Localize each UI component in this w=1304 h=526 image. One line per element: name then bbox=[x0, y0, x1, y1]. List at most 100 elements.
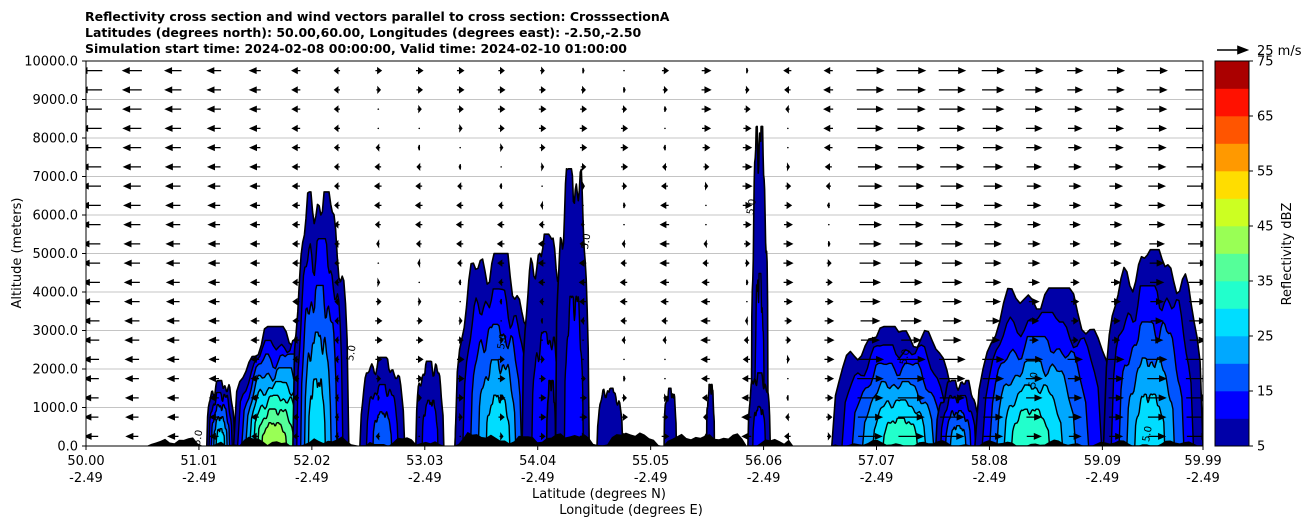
wind-vector bbox=[1067, 355, 1084, 363]
y-axis-ticks: 0.0 1000.0 2000.0 3000.0 4000.0 5000.0 6000.0 7… bbox=[24, 55, 86, 455]
wind-vector bbox=[941, 259, 963, 267]
x-tick-label-lat: 57.07 bbox=[858, 454, 895, 469]
colorbar-segment bbox=[1215, 116, 1249, 144]
wind-vector bbox=[414, 201, 423, 210]
wind-vector bbox=[1025, 375, 1043, 383]
wind-vector bbox=[249, 240, 260, 248]
wind-vector bbox=[581, 181, 585, 192]
wind-vector bbox=[784, 86, 791, 94]
reflectivity-contour bbox=[663, 387, 678, 446]
wind-vector bbox=[333, 105, 340, 113]
wind-vector bbox=[334, 278, 340, 287]
wind-vector bbox=[86, 375, 99, 383]
wind-vector bbox=[250, 374, 260, 383]
wind-vector bbox=[165, 240, 181, 248]
wind-vector bbox=[746, 67, 749, 74]
wind-vector bbox=[1067, 105, 1083, 113]
wind-vector bbox=[1150, 278, 1165, 286]
wind-vector bbox=[1025, 124, 1043, 132]
wind-vector bbox=[939, 105, 966, 113]
colorbar-segment bbox=[1215, 61, 1249, 89]
wind-vector bbox=[939, 394, 966, 402]
wind-vector bbox=[743, 124, 752, 133]
x-tick-label-lon: -2.49 bbox=[182, 471, 216, 486]
wind-vector bbox=[939, 355, 966, 363]
x-axis-label-2: Longitude (degrees E) bbox=[559, 503, 703, 518]
wind-vector bbox=[745, 85, 750, 95]
wind-vector bbox=[456, 86, 465, 94]
wind-vector bbox=[897, 375, 926, 383]
wind-vector bbox=[497, 201, 504, 210]
terrain-profile bbox=[86, 431, 1203, 446]
wind-vector bbox=[292, 355, 300, 364]
wind-vector bbox=[986, 317, 1001, 325]
vector-key: 25 m/s bbox=[1217, 44, 1302, 59]
wind-vector bbox=[123, 240, 141, 248]
wind-vector bbox=[857, 394, 884, 402]
colorbar-tick-label: 5 bbox=[1257, 440, 1265, 455]
wind-vector bbox=[458, 316, 463, 326]
wind-vector bbox=[582, 204, 584, 207]
wind-vector bbox=[825, 182, 831, 191]
wind-vector bbox=[292, 278, 300, 287]
wind-vector bbox=[206, 67, 222, 75]
wind-vector bbox=[208, 336, 220, 344]
wind-vector bbox=[208, 355, 220, 363]
wind-vector bbox=[784, 432, 791, 441]
wind-vector bbox=[166, 317, 180, 325]
wind-vector bbox=[207, 182, 221, 190]
contour-label: 5.0 bbox=[1027, 371, 1041, 389]
y-tick-label: 7000.0 bbox=[33, 170, 79, 185]
wind-vector bbox=[941, 221, 964, 229]
wind-vector bbox=[163, 67, 182, 75]
wind-vector bbox=[824, 375, 835, 383]
wind-vector bbox=[1108, 105, 1125, 113]
wind-vector bbox=[207, 201, 221, 209]
wind-vector bbox=[1027, 201, 1042, 209]
wind-vector bbox=[334, 355, 340, 364]
wind-vector bbox=[619, 297, 628, 306]
wind-vector bbox=[417, 393, 422, 403]
wind-vector bbox=[702, 259, 709, 268]
wind-vector bbox=[1028, 259, 1041, 267]
wind-vector bbox=[418, 435, 421, 438]
wind-vector bbox=[579, 297, 586, 306]
colorbar-segment bbox=[1215, 198, 1249, 227]
wind-vector bbox=[377, 395, 380, 401]
wind-vector bbox=[620, 259, 627, 267]
wind-vector bbox=[334, 239, 340, 248]
x-tick-label-lon: -2.49 bbox=[973, 471, 1007, 486]
wind-vector bbox=[374, 163, 382, 171]
wind-vector bbox=[823, 124, 834, 132]
wind-vector bbox=[741, 413, 752, 421]
wind-vector bbox=[1110, 240, 1123, 248]
wind-vector bbox=[375, 297, 382, 306]
wind-vector bbox=[943, 336, 962, 344]
wind-vector bbox=[541, 339, 543, 341]
wind-vector bbox=[1027, 221, 1042, 229]
reflectivity-contour bbox=[485, 394, 511, 446]
wind-vector bbox=[291, 143, 301, 152]
wind-vector bbox=[334, 393, 340, 403]
wind-vector bbox=[824, 317, 835, 325]
wind-vector bbox=[250, 298, 260, 306]
wind-vector bbox=[857, 144, 884, 152]
reflectivity-contour bbox=[752, 405, 767, 446]
colorbar-segment bbox=[1215, 171, 1249, 199]
wind-vector bbox=[458, 279, 462, 286]
wind-vector bbox=[375, 355, 383, 364]
wind-vector bbox=[292, 394, 300, 402]
wind-vector bbox=[122, 201, 141, 209]
wind-vector bbox=[377, 416, 380, 418]
wind-vector bbox=[1067, 375, 1083, 383]
wind-vector bbox=[333, 86, 341, 94]
wind-vector bbox=[857, 413, 884, 421]
wind-vector bbox=[664, 358, 666, 361]
wind-vector bbox=[663, 106, 667, 113]
wind-vector bbox=[1029, 317, 1040, 325]
wind-vector bbox=[417, 104, 422, 114]
wind-vector bbox=[497, 374, 506, 383]
wind-vector bbox=[499, 335, 504, 345]
wind-vector bbox=[743, 220, 752, 229]
colorbar-segment bbox=[1215, 88, 1249, 117]
